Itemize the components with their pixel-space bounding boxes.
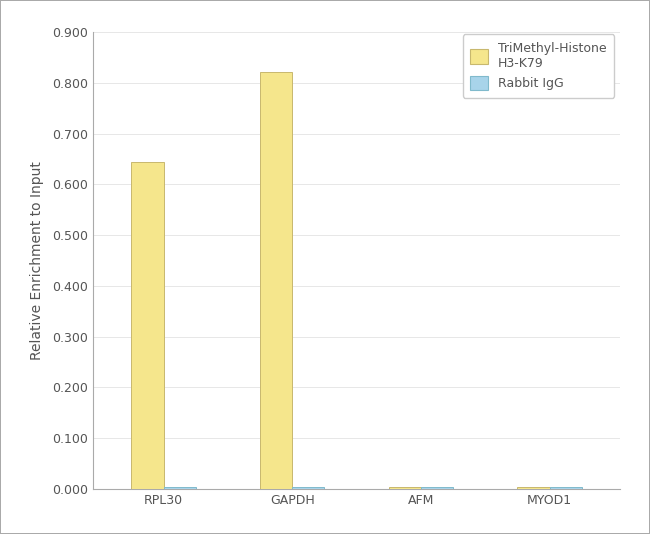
- Bar: [549, 487, 582, 489]
- Bar: [421, 487, 453, 489]
- Bar: [131, 162, 164, 489]
- Bar: [389, 487, 421, 489]
- Bar: [260, 72, 292, 489]
- Legend: TriMethyl-Histone
H3-K79, Rabbit IgG: TriMethyl-Histone H3-K79, Rabbit IgG: [463, 34, 614, 98]
- Bar: [517, 487, 549, 489]
- Y-axis label: Relative Enrichment to Input: Relative Enrichment to Input: [30, 161, 44, 360]
- Bar: [292, 487, 324, 489]
- Bar: [164, 487, 196, 489]
